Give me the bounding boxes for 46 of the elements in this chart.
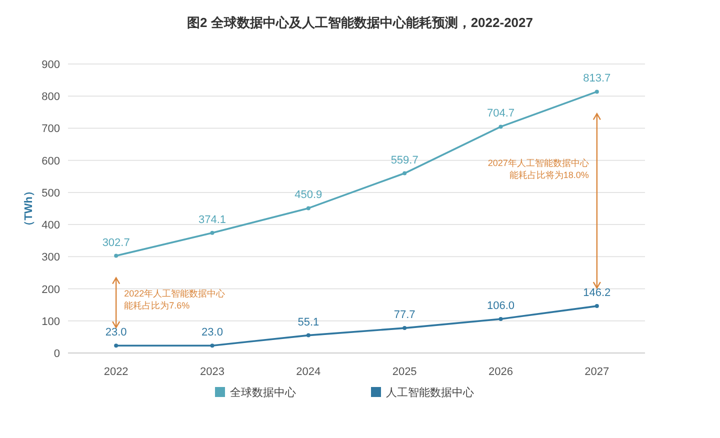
x-tick-label: 2026 — [488, 366, 513, 378]
y-tick-label: 800 — [42, 91, 60, 104]
point — [210, 230, 214, 235]
data-label: 813.7 — [583, 72, 611, 85]
y-tick-label: 600 — [42, 155, 60, 168]
point — [402, 326, 407, 330]
point — [498, 316, 503, 321]
point — [114, 344, 118, 348]
data-label: 704.7 — [486, 108, 515, 120]
y-tick-label: 400 — [42, 220, 60, 232]
point — [594, 90, 599, 94]
data-label: 302.7 — [102, 236, 130, 249]
data-label: 374.1 — [198, 214, 226, 226]
y-tick-label: 500 — [42, 187, 60, 200]
annotation: 2027年人工智能数据中心能耗占比将为18.0% — [488, 158, 589, 180]
point — [306, 333, 310, 338]
chart-title: 图2 全球数据中心及人工智能数据中心能耗预测，2022-2027 — [186, 15, 534, 30]
point — [210, 344, 214, 348]
data-label: 146.2 — [583, 287, 611, 300]
point — [498, 124, 503, 129]
x-tick-label: 2027 — [584, 366, 610, 378]
legend-label: 全球数据中心 — [230, 386, 296, 399]
y-tick-label: 300 — [42, 252, 60, 264]
data-label: 23.0 — [105, 326, 127, 339]
data-label: 559.7 — [390, 154, 418, 166]
point — [594, 304, 599, 308]
x-tick-label: 2022 — [104, 366, 128, 378]
x-tick-label: 2024 — [296, 366, 321, 378]
x-tick-label: 2025 — [392, 366, 417, 378]
data-label: 55.1 — [298, 316, 320, 328]
data-label: 23.0 — [202, 326, 223, 339]
y-tick-label: 0 — [54, 348, 60, 360]
y-tick-label: 900 — [42, 59, 60, 71]
data-label: 77.7 — [394, 309, 416, 322]
point — [114, 254, 118, 258]
y-tick-label: 100 — [42, 316, 60, 328]
y-axis-title: （TWh） — [23, 186, 35, 232]
y-tick-label: 200 — [42, 284, 60, 296]
x-tick-label: 2023 — [200, 366, 224, 378]
annotation: 2022年人工智能数据中心能耗占比为7.6% — [124, 288, 226, 311]
point — [402, 171, 407, 176]
data-label: 106.0 — [486, 300, 515, 312]
point — [306, 206, 310, 210]
data-label: 450.9 — [294, 189, 322, 202]
legend-label: 人工智能数据中心 — [386, 386, 474, 399]
y-tick-label: 700 — [42, 123, 60, 136]
